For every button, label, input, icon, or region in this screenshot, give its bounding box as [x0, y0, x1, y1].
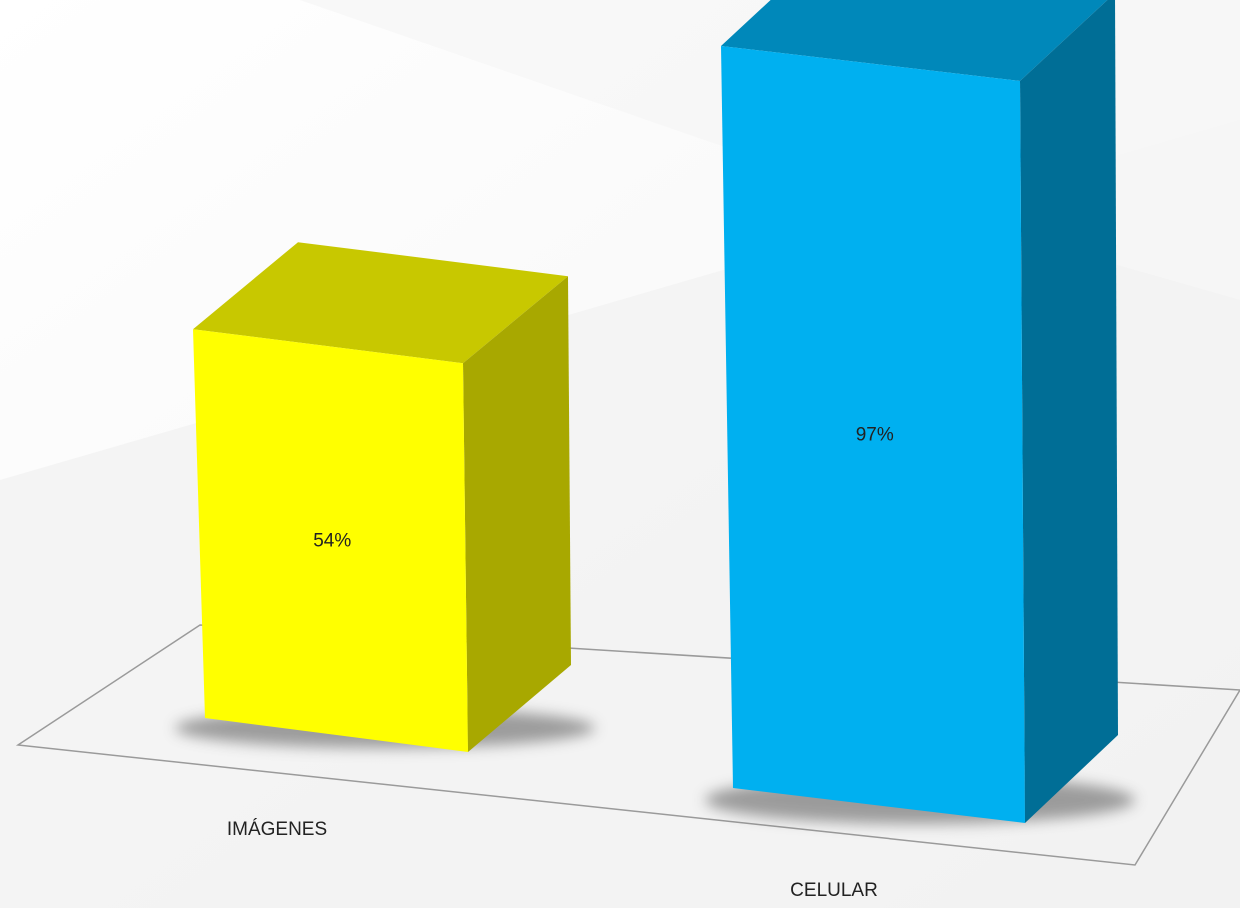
data-label-celular: 97% [856, 424, 894, 445]
bar-side-celular [1020, 0, 1118, 823]
bar-celular [721, 0, 1118, 823]
data-label-imagenes: 54% [313, 531, 351, 552]
bar-front-imagenes [193, 329, 468, 752]
category-label-celular: CELULAR [790, 880, 878, 901]
bars-layer [193, 0, 1118, 823]
bar-top-celular [721, 0, 1108, 81]
bar-side-imagenes [463, 276, 571, 752]
bar-top-imagenes [193, 242, 568, 364]
bar-front-celular [721, 45, 1025, 823]
category-label-imagenes: IMÁGENES [227, 819, 327, 840]
floor-plane [15, 624, 1240, 866]
bar-imagenes [193, 242, 571, 752]
labels-layer: 54% IMÁGENES 97% CELULAR [227, 424, 894, 901]
